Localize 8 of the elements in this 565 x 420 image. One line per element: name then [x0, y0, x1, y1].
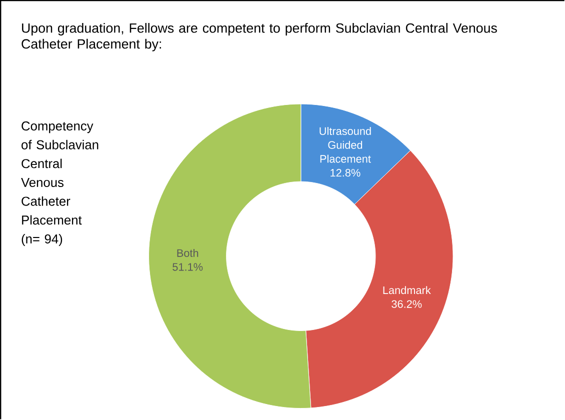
slice-label: Ultrasound Guided Placement: [320, 127, 371, 163]
data-label: 51.1%: [172, 263, 203, 271]
data-label: 12.8%: [330, 169, 360, 177]
text: Competency of Subclavian Central Venous Catheter Placement (n= 94): [21, 122, 98, 246]
chart-title: Upon graduation, Fellows are competent to perform Subclavian Central Venous Catheter Placement by:: [22, 23, 497, 52]
slice-label: Landmark: [383, 286, 431, 294]
data-label: 36.2%: [392, 300, 422, 308]
slice-label: Both: [177, 249, 198, 258]
